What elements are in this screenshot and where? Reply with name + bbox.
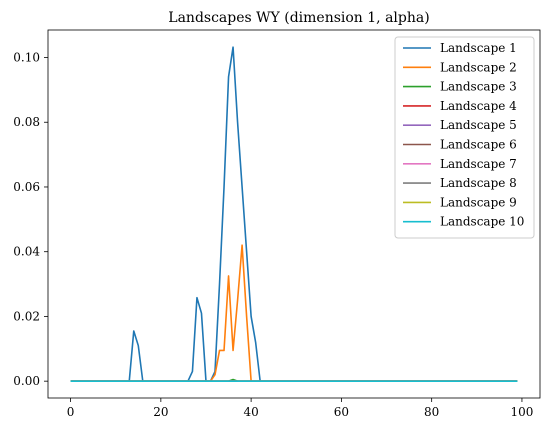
- x-tick-label: 20: [153, 405, 168, 419]
- y-tick-label: 0.00: [13, 374, 40, 388]
- plot-area: [70, 46, 518, 382]
- plot-frame: [47, 29, 541, 399]
- legend-label: Landscape 8: [440, 176, 517, 190]
- x-axis: 0 20 40 60 80 100: [67, 398, 533, 419]
- legend-label: Landscape 6: [440, 138, 517, 152]
- y-tick-label: 0.02: [13, 309, 40, 323]
- legend-label: Landscape 7: [440, 157, 517, 171]
- legend-label: Landscape 10: [440, 215, 524, 229]
- x-tick-label: 80: [424, 405, 439, 419]
- legend: Landscape 1 Landscape 2 Landscape 3 Landsca…: [394, 36, 535, 239]
- y-tick-label: 0.04: [13, 245, 40, 259]
- y-tick-label: 0.06: [13, 180, 40, 194]
- legend-label: Landscape 1: [440, 41, 517, 55]
- chart-title: Landscapes WY (dimension 1, alpha): [168, 10, 429, 26]
- y-axis: 0.00 0.02 0.04 0.06 0.08 0.10: [13, 51, 48, 388]
- x-tick-label: 0: [67, 405, 75, 419]
- x-tick-label: 60: [334, 405, 349, 419]
- y-tick-label: 0.08: [13, 115, 40, 129]
- legend-label: Landscape 5: [440, 118, 517, 132]
- legend-label: Landscape 2: [440, 60, 517, 74]
- legend-label: Landscape 4: [440, 99, 517, 113]
- x-tick-label: 100: [510, 405, 533, 419]
- series-line-2: [70, 244, 518, 382]
- x-tick-label: 40: [243, 405, 258, 419]
- legend-label: Landscape 9: [440, 195, 517, 209]
- y-tick-label: 0.10: [13, 51, 40, 65]
- legend-label: Landscape 3: [440, 80, 517, 94]
